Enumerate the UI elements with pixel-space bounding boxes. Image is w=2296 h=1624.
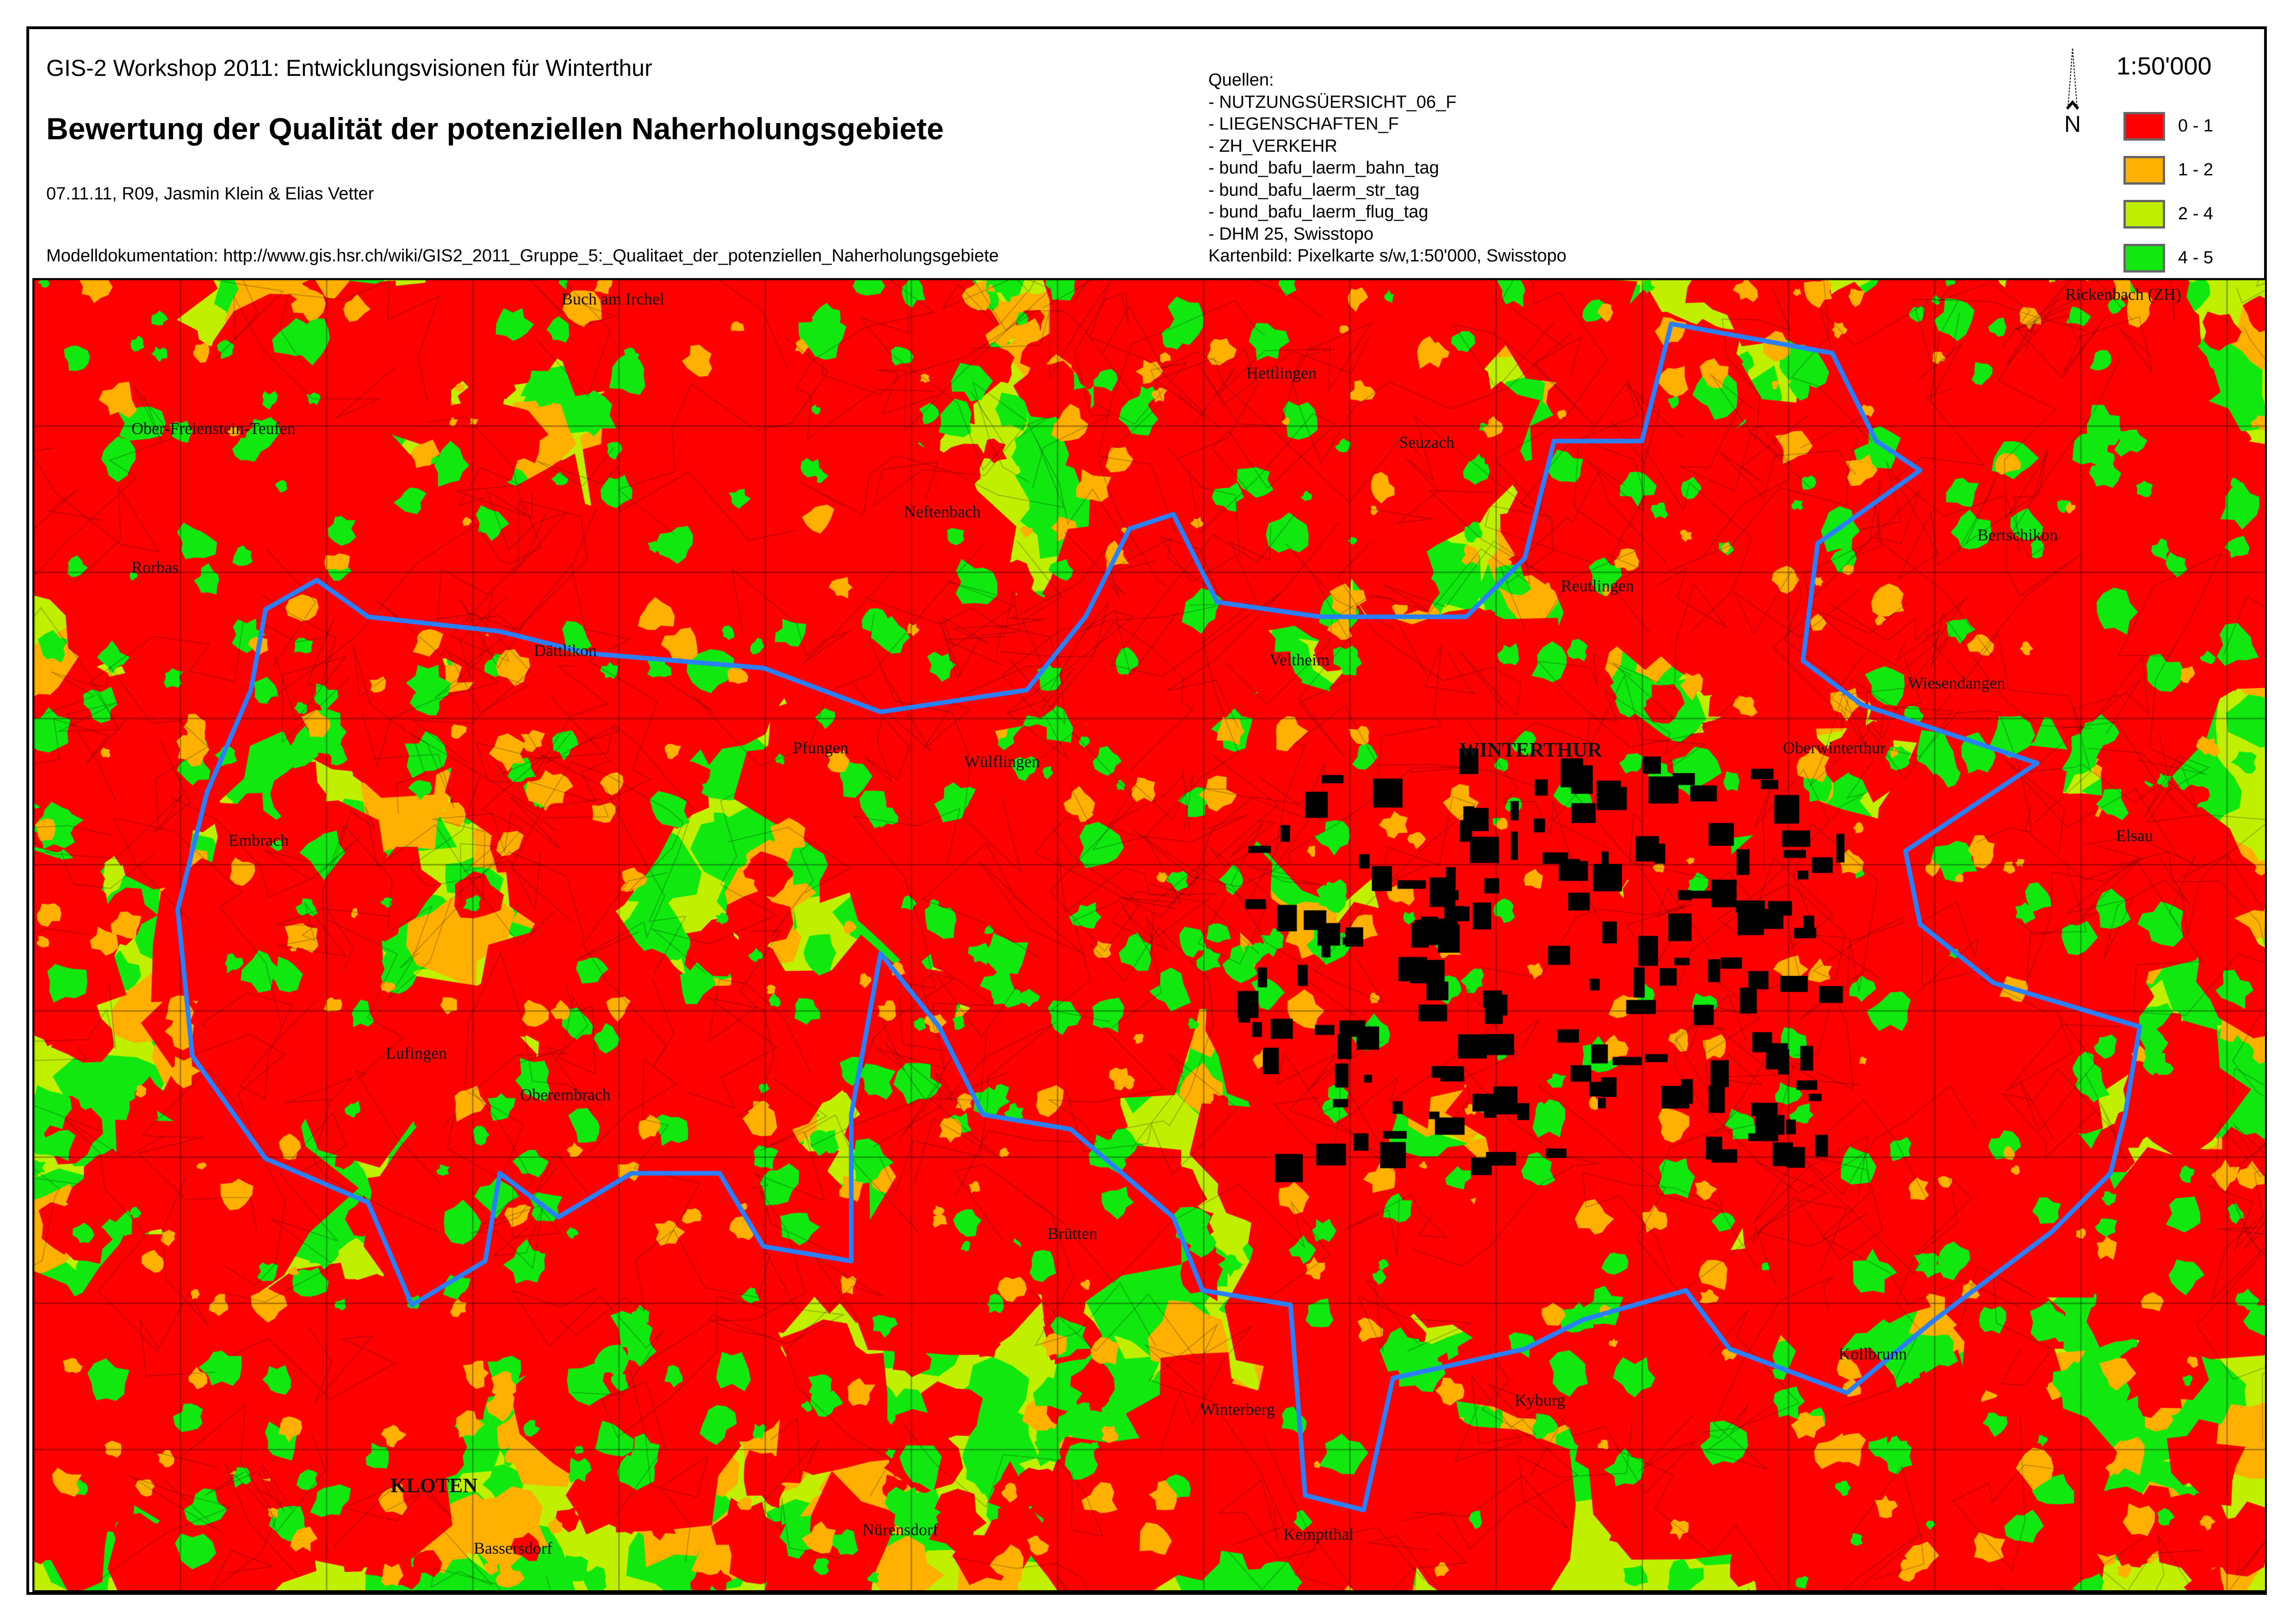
place-label: Veltheim	[1269, 651, 1330, 669]
north-arrow-icon: N	[2064, 49, 2081, 136]
place-label: Rickenbach (ZH)	[2065, 285, 2181, 304]
place-label: WINTERTHUR	[1459, 738, 1602, 761]
place-label: Reutlingen	[1561, 576, 1634, 595]
place-label: Bertschikon	[1977, 526, 2058, 544]
legend-swatch	[2123, 199, 2165, 229]
legend-label: 4 - 5	[2178, 248, 2214, 267]
place-label: Kemptthal	[1283, 1525, 1354, 1543]
place-label: Embrach	[229, 831, 289, 849]
place-label: Brütten	[1047, 1224, 1097, 1243]
legend-item: 1 - 2	[2123, 148, 2213, 192]
legend-item: 4 - 5	[2123, 236, 2213, 280]
source-item: - LIEGENSCHAFTEN_F	[1208, 114, 1399, 134]
place-label: Buch am Irchel	[562, 290, 664, 308]
place-label: Neftenbach	[904, 502, 981, 521]
map-subtitle: GIS-2 Workshop 2011: Entwicklungsvisione…	[46, 55, 652, 81]
place-label: Bassersdorf	[474, 1539, 552, 1557]
place-label: Lufingen	[386, 1044, 447, 1062]
source-item: - bund_bafu_laerm_str_tag	[1208, 180, 1420, 200]
legend: 0 - 1 1 - 2 2 - 4 4 - 5	[2123, 104, 2213, 280]
map-meta: 07.11.11, R09, Jasmin Klein & Elias Vett…	[46, 184, 374, 204]
legend-label: 2 - 4	[2178, 204, 2214, 223]
basemap-credit: Kartenbild: Pixelkarte s/w,1:50'000, Swi…	[1208, 246, 1567, 266]
scale-text: 1:50'000	[2117, 52, 2212, 80]
source-item: - bund_bafu_laerm_flug_tag	[1208, 202, 1429, 222]
place-label: Oberwinterthur	[1783, 738, 1886, 757]
legend-item: 2 - 4	[2123, 192, 2213, 236]
place-label: Hettlingen	[1246, 364, 1317, 382]
source-item: - NUTZUNGSÜERSICHT_06_F	[1208, 92, 1457, 112]
place-label: Nürensdorf	[862, 1520, 938, 1539]
map-title: Bewertung der Qualität der potenziellen …	[46, 112, 944, 146]
place-label: Winterberg	[1200, 1400, 1275, 1419]
sources-heading: Quellen:	[1208, 70, 1274, 90]
legend-label: 0 - 1	[2178, 116, 2214, 136]
documentation-link[interactable]: Modelldokumentation: http://www.gis.hsr.…	[46, 246, 999, 266]
legend-swatch	[2123, 155, 2165, 185]
place-label: Elsau	[2116, 826, 2153, 845]
legend-swatch	[2123, 243, 2165, 273]
source-item: - ZH_VERKEHR	[1208, 136, 1337, 156]
source-item: - bund_bafu_laerm_bahn_tag	[1208, 158, 1439, 178]
source-item: - DHM 25, Swisstopo	[1208, 224, 1374, 244]
place-label: KLOTEN	[390, 1474, 478, 1497]
legend-label: 1 - 2	[2178, 160, 2214, 180]
place-label: Ober-Freienstein-Teufen	[131, 419, 296, 438]
place-label: Rorbas	[131, 558, 179, 576]
place-label: Kollbrunn	[1838, 1345, 1907, 1363]
map-raster[interactable]	[34, 280, 2265, 1590]
north-label: N	[2064, 111, 2081, 136]
legend-swatch	[2123, 112, 2165, 141]
place-label: Kyburg	[1515, 1391, 1566, 1409]
quality-map[interactable]: WINTERTHUR Embrach Neftenbach Seuzach He…	[32, 278, 2267, 1592]
place-label: Seuzach	[1399, 433, 1454, 452]
place-label: Oberembrach	[520, 1085, 611, 1104]
place-label: Dättlikon	[534, 641, 597, 660]
legend-item: 0 - 1	[2123, 104, 2213, 148]
sources-list: Quellen: - NUTZUNGSÜERSICHT_06_F - LIEGE…	[1208, 69, 1566, 267]
place-label: Wülflingen	[964, 752, 1040, 771]
place-label: Pfungen	[793, 738, 848, 757]
place-label: Wiesendangen	[1908, 674, 2005, 692]
